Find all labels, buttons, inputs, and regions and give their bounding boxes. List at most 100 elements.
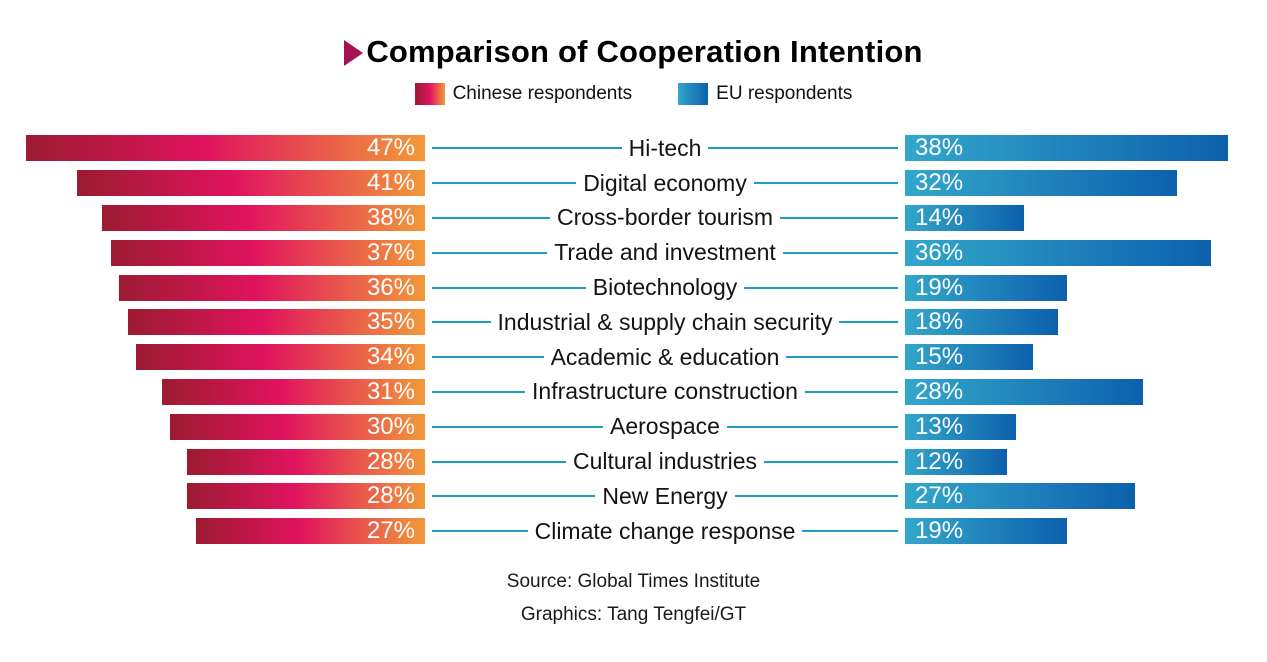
eu-bar: 18% <box>905 308 1058 336</box>
chinese-bar: 34% <box>136 343 425 371</box>
chinese-bar-value: 37% <box>366 238 415 266</box>
eu-bar: 19% <box>905 273 1067 301</box>
connector-line-right <box>839 321 898 324</box>
eu-bar: 15% <box>905 343 1033 371</box>
chinese-bar: 35% <box>127 308 425 336</box>
connector-line-right <box>726 425 898 428</box>
chinese-bar-zone: 28% <box>0 447 425 475</box>
eu-bar: 28% <box>905 377 1143 405</box>
chinese-bar-value: 28% <box>366 482 415 510</box>
chart-row: 28% Cultural industries 12% <box>0 444 1267 479</box>
chinese-bar: 38% <box>102 204 425 231</box>
connector-line-right <box>804 390 898 393</box>
eu-bar-value: 14% <box>915 203 964 231</box>
eu-bar-value: 12% <box>915 447 964 475</box>
eu-bar: 36% <box>905 238 1211 266</box>
category-label: Cultural industries <box>572 448 758 475</box>
eu-bar: 13% <box>905 413 1016 440</box>
chart-row: 41% Digital economy 32% <box>0 166 1267 201</box>
category-label: Hi-tech <box>628 134 702 161</box>
category-label: Climate change response <box>534 517 796 544</box>
chinese-bar-value: 41% <box>366 169 415 197</box>
category-zone: Digital economy <box>425 170 905 197</box>
chart-row: 38% Cross-border tourism 14% <box>0 201 1267 236</box>
connector-line-right <box>764 460 898 463</box>
chinese-bar-zone: 34% <box>0 343 425 371</box>
chinese-bar-zone: 35% <box>0 308 425 336</box>
category-label: Infrastructure construction <box>532 378 798 405</box>
chinese-bar-value: 28% <box>366 447 415 475</box>
chart-row: 35% Industrial & supply chain security 1… <box>0 305 1267 340</box>
eu-bar-value: 18% <box>915 308 964 336</box>
connector-line-left <box>432 182 577 185</box>
connector-line-right <box>708 147 899 150</box>
eu-bar-zone: 38% <box>905 134 1267 162</box>
chinese-bar-zone: 31% <box>0 378 425 405</box>
connector-line-right <box>782 251 899 254</box>
eu-bar-zone: 19% <box>905 517 1267 545</box>
eu-bar-value: 28% <box>915 377 964 405</box>
chart-row: 47% Hi-tech 38% <box>0 131 1267 166</box>
source-text: Source: Global Times Institute <box>506 570 761 592</box>
category-label: Biotechnology <box>592 274 738 301</box>
title-row: Comparison of Cooperation Intention <box>0 0 1267 70</box>
chinese-bar: 27% <box>195 517 425 545</box>
chinese-bar: 41% <box>76 169 425 197</box>
eu-bar: 38% <box>905 134 1228 162</box>
eu-bar-value: 19% <box>915 517 964 545</box>
eu-bar-value: 36% <box>915 238 964 266</box>
chart-row: 31% Infrastructure construction 28% <box>0 375 1267 410</box>
chinese-bar-value: 35% <box>366 308 415 336</box>
chinese-bar-zone: 28% <box>0 482 425 510</box>
chinese-bar-zone: 37% <box>0 238 425 266</box>
connector-line-left <box>432 216 550 219</box>
chinese-bar-value: 47% <box>366 134 415 162</box>
eu-legend-swatch <box>678 83 709 105</box>
eu-bar: 32% <box>905 169 1177 197</box>
chinese-bar-value: 34% <box>366 343 415 371</box>
connector-line-left <box>432 321 491 324</box>
chinese-bar: 36% <box>119 273 425 301</box>
category-zone: Industrial & supply chain security <box>425 309 905 336</box>
legend-item-eu: EU respondents <box>678 83 852 105</box>
rows: 47% Hi-tech 38% 41% Digital economy 32% <box>0 131 1267 549</box>
connector-line-left <box>432 390 526 393</box>
eu-bar-zone: 14% <box>905 203 1267 231</box>
connector-line-left <box>432 495 596 498</box>
connector-line-left <box>432 530 528 533</box>
eu-bar-zone: 18% <box>905 308 1267 336</box>
eu-bar-zone: 36% <box>905 238 1267 266</box>
category-label: Industrial & supply chain security <box>497 308 833 335</box>
category-zone: Hi-tech <box>425 135 905 162</box>
footer: Source: Global Times Institute Graphics:… <box>0 565 1267 632</box>
eu-bar-zone: 19% <box>905 273 1267 301</box>
eu-bar-zone: 12% <box>905 447 1267 475</box>
connector-line-right <box>802 530 899 533</box>
connector-line-right <box>786 356 899 359</box>
chinese-bar-zone: 30% <box>0 413 425 440</box>
eu-bar: 14% <box>905 203 1024 231</box>
eu-bar-value: 19% <box>915 273 964 301</box>
eu-bar-zone: 28% <box>905 377 1267 405</box>
chart-row: 36% Biotechnology 19% <box>0 270 1267 305</box>
chinese-bar-zone: 47% <box>0 134 425 162</box>
eu-bar: 19% <box>905 517 1067 545</box>
connector-line-left <box>432 425 604 428</box>
category-zone: Climate change response <box>425 518 905 545</box>
chart-row: 28% New Energy 27% <box>0 479 1267 514</box>
title-arrow-icon <box>344 40 364 66</box>
eu-bar: 27% <box>905 482 1135 510</box>
chinese-legend-swatch <box>414 83 445 105</box>
chart-row: 30% Aerospace 13% <box>0 409 1267 444</box>
chinese-bar-value: 36% <box>366 273 415 301</box>
chinese-bar: 31% <box>161 378 425 405</box>
category-label: Academic & education <box>550 343 780 370</box>
legend-item-chinese: Chinese respondents <box>414 83 632 105</box>
chinese-bar: 30% <box>170 413 425 440</box>
connector-line-right <box>753 182 899 185</box>
category-zone: Academic & education <box>425 344 905 371</box>
eu-bar-value: 32% <box>915 169 964 197</box>
chinese-bar-zone: 38% <box>0 204 425 231</box>
chinese-bar-value: 27% <box>366 517 415 545</box>
